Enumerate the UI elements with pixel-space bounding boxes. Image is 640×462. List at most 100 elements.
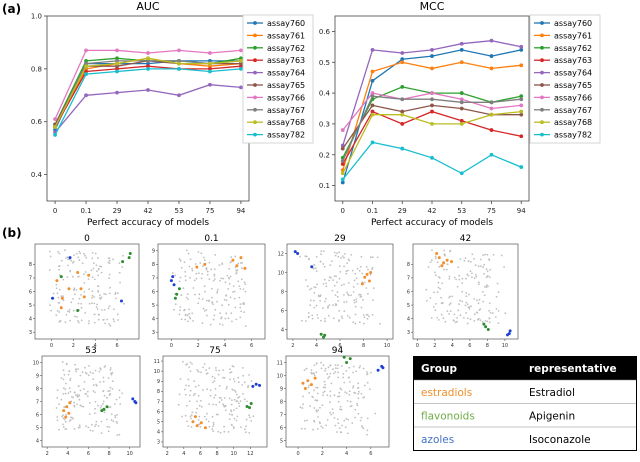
background-point	[243, 303, 245, 306]
background-point	[179, 276, 182, 279]
data-point-assay763	[146, 64, 150, 69]
background-point	[483, 294, 486, 297]
background-point	[345, 417, 348, 420]
background-point	[96, 285, 99, 288]
background-point	[233, 398, 236, 401]
background-point	[365, 287, 368, 289]
background-point	[95, 264, 98, 267]
scatter-frame	[41, 355, 141, 448]
background-point	[109, 393, 111, 395]
background-point	[355, 300, 358, 303]
data-point-assay760	[459, 48, 464, 52]
background-point	[467, 274, 470, 277]
background-point	[62, 414, 64, 417]
background-point	[56, 310, 59, 312]
data-point-assay782	[53, 133, 57, 137]
point-flavonoids	[486, 328, 490, 331]
background-point	[478, 298, 481, 301]
background-point	[123, 302, 125, 305]
background-point	[59, 320, 62, 322]
data-point-assay766	[53, 117, 57, 121]
background-point	[308, 257, 310, 260]
background-point	[434, 271, 436, 274]
background-point	[475, 273, 477, 276]
data-point-assay768	[430, 122, 434, 126]
legend-swatch-marker	[540, 107, 544, 112]
legend-swatch-marker	[540, 83, 544, 87]
legend-label: assay761	[267, 31, 305, 40]
background-point	[333, 417, 336, 419]
legend-swatch-marker	[540, 120, 544, 125]
point-estradiols	[191, 420, 195, 424]
background-point	[102, 376, 105, 379]
background-point	[78, 398, 81, 401]
background-point	[94, 401, 97, 403]
point-estradiols	[87, 273, 91, 277]
background-point	[208, 403, 211, 405]
background-point	[463, 317, 465, 319]
y-tick-label: 8	[157, 389, 160, 395]
background-point	[92, 384, 95, 387]
background-point	[243, 381, 246, 384]
point-azoles	[506, 333, 509, 337]
data-point-assay766	[370, 91, 375, 95]
legend-label: assay767	[267, 106, 305, 115]
background-point	[337, 255, 340, 258]
y-tick-label: 4	[281, 327, 284, 333]
background-point	[362, 427, 365, 430]
background-point	[118, 433, 121, 436]
background-point	[305, 367, 308, 370]
background-point	[368, 315, 370, 318]
background-point	[178, 393, 181, 396]
background-point	[56, 416, 59, 418]
scatter-title: 53	[85, 346, 96, 356]
data-point-assay762	[459, 91, 464, 95]
background-point	[434, 309, 437, 312]
background-point	[315, 256, 318, 258]
background-point	[252, 415, 255, 418]
background-point	[473, 313, 476, 316]
background-point	[241, 261, 244, 264]
background-point	[324, 383, 326, 386]
background-point	[194, 293, 197, 296]
background-point	[303, 369, 306, 371]
background-point	[212, 318, 215, 321]
background-point	[87, 426, 90, 429]
background-point	[233, 409, 235, 411]
background-point	[100, 420, 103, 423]
y-tick-label: 5	[29, 303, 32, 309]
point-flavonoids	[128, 252, 132, 255]
background-point	[357, 412, 360, 415]
background-point	[220, 317, 223, 320]
background-point	[56, 292, 59, 295]
data-point-assay782	[489, 152, 494, 157]
data-point-assay782	[430, 155, 434, 160]
background-point	[213, 275, 216, 277]
background-point	[357, 386, 360, 389]
background-point	[117, 292, 119, 295]
background-point	[213, 377, 216, 380]
background-point	[76, 403, 78, 406]
background-point	[354, 313, 357, 316]
background-point	[216, 292, 219, 294]
background-point	[355, 370, 358, 373]
point-flavonoids	[245, 405, 249, 409]
background-point	[440, 313, 443, 316]
data-point-assay760	[400, 57, 405, 62]
background-point	[84, 271, 87, 273]
background-point	[311, 317, 314, 320]
point-estradiols	[440, 264, 444, 268]
background-point	[442, 317, 445, 319]
background-point	[184, 271, 187, 273]
background-point	[234, 266, 237, 269]
x-tick-label: 12	[247, 451, 253, 457]
legend-label: assay782	[267, 131, 305, 140]
background-point	[84, 371, 87, 374]
background-point	[313, 407, 316, 409]
background-point	[116, 414, 118, 416]
data-point-assay765	[370, 103, 375, 108]
background-point	[494, 316, 497, 318]
background-point	[456, 317, 458, 319]
background-point	[109, 286, 111, 289]
background-point	[458, 303, 460, 305]
